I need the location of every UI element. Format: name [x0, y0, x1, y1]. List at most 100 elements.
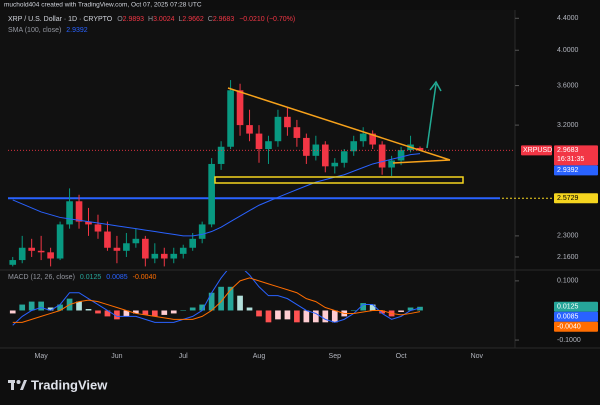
macd-histogram-bar — [104, 310, 111, 317]
arrow-head — [429, 80, 442, 92]
low-value: 2.9662 — [182, 16, 204, 23]
macd-histogram-bar — [322, 310, 329, 323]
macd-histogram-bar — [312, 310, 319, 323]
legend-main: XRP / U.S. Dollar · 1D · CRYPTO O2.9893 … — [8, 16, 295, 23]
macd-histogram-bar — [227, 286, 234, 311]
macd-tag: 0.0085 — [557, 314, 579, 321]
macd-y-tick-label: -0.1000 — [557, 337, 581, 344]
macd-histogram-bar — [237, 295, 243, 311]
macd-histogram-bar — [256, 310, 262, 317]
macd-histogram-bar — [76, 301, 82, 311]
brand: TradingView — [31, 377, 108, 392]
candle-body — [75, 201, 83, 222]
sma-tag: 2.9392 — [557, 167, 579, 174]
macd-histogram-bar — [123, 310, 130, 317]
plot-area — [0, 10, 515, 348]
candle-body — [378, 144, 386, 168]
y-tick-label: 2.1600 — [557, 254, 579, 261]
macd-histogram-bar — [199, 304, 206, 311]
macd-tag-bg — [554, 311, 598, 322]
trendline-lower — [392, 159, 451, 164]
macd-histogram-bar — [246, 307, 253, 311]
signal-tag: -0.0040 — [557, 324, 581, 331]
candle-body — [359, 133, 367, 142]
x-tick-label: Aug — [253, 353, 266, 360]
macd-histogram-bar — [189, 307, 196, 311]
sma-value: 2.9392 — [66, 27, 88, 34]
candle-body — [208, 163, 215, 225]
macd-histogram-bar — [95, 310, 101, 314]
macd-histogram-bar — [275, 310, 281, 320]
candle-body — [321, 144, 329, 167]
candle-body — [189, 238, 197, 248]
macd-histogram-bar — [284, 310, 291, 320]
macd-histogram-bar — [47, 307, 54, 311]
macd-histogram-bar — [180, 310, 187, 311]
sma-label: SMA (100, close) — [8, 27, 61, 34]
ohlc-label: C — [208, 16, 213, 23]
x-tick-label: Oct — [396, 353, 407, 360]
level-tag-bg — [554, 193, 598, 204]
macd-line — [12, 271, 421, 326]
macd-histogram-bar — [151, 310, 158, 317]
candle-body — [179, 247, 187, 254]
candle-body — [151, 253, 159, 259]
x-tick-label: Sep — [329, 353, 342, 360]
y-tick-label: 4.0000 — [557, 47, 579, 54]
macd-histogram-bar — [331, 310, 338, 323]
candle-body — [37, 250, 45, 253]
macd-pane — [9, 271, 423, 326]
candle-body — [217, 146, 225, 164]
level-tag: 2.5729 — [557, 195, 579, 202]
close-value: 2.9683 — [213, 16, 235, 23]
macd-histogram-bar — [265, 310, 272, 323]
candle-body — [47, 252, 54, 259]
sma-tag-bg — [554, 165, 598, 176]
price-tag-bg — [554, 145, 598, 166]
x-tick-label: May — [35, 353, 49, 360]
macd-histogram-bar — [360, 303, 367, 311]
candle-body — [94, 224, 102, 232]
macd-line — [12, 277, 421, 323]
candle-body — [104, 231, 111, 248]
trendline-upper — [227, 87, 451, 161]
macd-histogram-bar — [398, 310, 404, 312]
macd-histogram-bar — [369, 304, 376, 311]
symbol-tag: XRPUSD — [523, 147, 552, 154]
candle-body — [274, 116, 282, 142]
drawings — [214, 80, 464, 184]
ohlc-label: H — [148, 16, 153, 23]
candle-body — [123, 243, 130, 251]
candle-body — [331, 162, 339, 167]
candle-body — [265, 141, 272, 149]
macd-histogram-bar — [303, 310, 310, 323]
y-tick-label: 3.6000 — [557, 82, 579, 89]
candle-body — [132, 238, 140, 244]
macd-value: 0.0085 — [106, 274, 128, 281]
candle-body — [56, 224, 64, 259]
signal-value: -0.0040 — [133, 274, 157, 281]
x-tick-label: Jul — [179, 353, 188, 360]
macd-y-tick-label: 0.1000 — [557, 278, 579, 285]
candle-body — [284, 116, 291, 128]
x-tick-label: Jun — [111, 353, 122, 360]
candle-body — [66, 201, 73, 225]
candle-body — [227, 90, 234, 147]
macd-histogram-bar — [57, 304, 63, 311]
macd-histogram-bar — [170, 310, 177, 314]
support-zone — [214, 176, 464, 184]
candle-body — [170, 253, 178, 259]
macd-histogram-bar — [161, 310, 168, 315]
candle-body — [160, 253, 168, 259]
candle-body — [388, 160, 395, 168]
candle-body — [236, 90, 244, 126]
arrow-shaft — [426, 83, 437, 149]
symbol-tag-bg — [521, 145, 552, 156]
open-value: 2.9893 — [123, 16, 145, 23]
price-tag: 2.9683 — [557, 147, 579, 154]
candle-body — [350, 141, 358, 152]
candle-body — [113, 247, 121, 251]
ohlc-label: O — [117, 16, 123, 23]
hist-value: 0.0125 — [80, 274, 102, 281]
macd-histogram-bar — [218, 286, 224, 311]
